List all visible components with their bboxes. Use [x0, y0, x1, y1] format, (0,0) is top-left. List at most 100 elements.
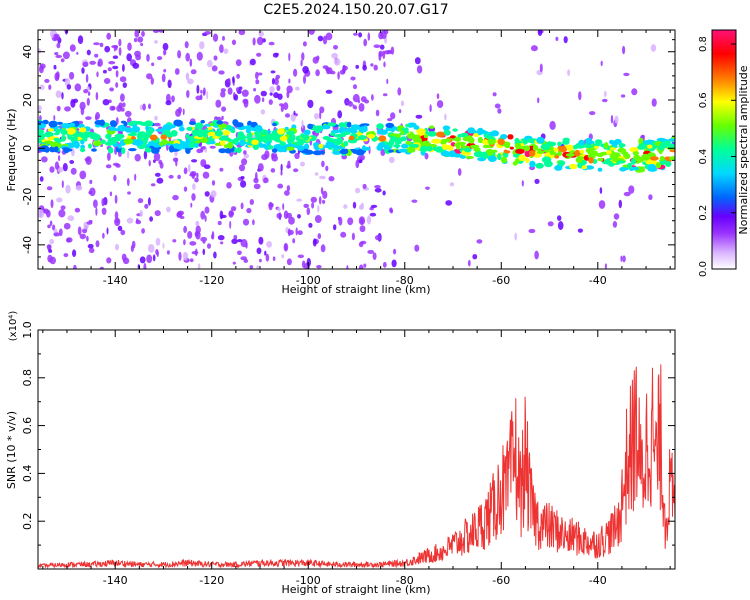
heatmap-cell: [487, 155, 497, 162]
heatmap-cell: [207, 131, 217, 137]
heatmap-cell: [210, 190, 217, 198]
heatmap-cell: [222, 130, 231, 136]
x-tick-label: -140: [103, 274, 128, 287]
heatmap-cell: [195, 95, 202, 101]
heatmap-cell: [383, 50, 391, 55]
heatmap-cell: [122, 257, 130, 265]
heatmap-cell: [56, 121, 63, 125]
heatmap-cell: [82, 61, 89, 67]
heatmap-cell: [394, 141, 402, 145]
heatmap-cell: [482, 139, 489, 146]
heatmap-cell: [210, 140, 216, 145]
heatmap-cell: [598, 200, 606, 209]
heatmap-cell: [647, 163, 656, 171]
x-tick-label: -80: [396, 574, 414, 587]
heatmap-cell: [58, 209, 66, 218]
heatmap-cell: [259, 258, 262, 263]
heatmap-cell: [162, 242, 165, 249]
heatmap-cell: [108, 126, 117, 131]
heatmap-cell: [530, 45, 538, 52]
heatmap-cell: [252, 219, 255, 226]
heatmap-cell: [641, 134, 645, 139]
heatmap-cell: [117, 124, 127, 132]
heatmap-cell: [597, 157, 604, 162]
colorbar-tick-label: 0.6: [698, 92, 709, 108]
heatmap-cell: [370, 63, 374, 67]
heatmap-cell: [600, 60, 603, 66]
heatmap-cell: [153, 152, 161, 162]
heatmap-cell: [557, 141, 562, 147]
heatmap-cell: [258, 236, 264, 245]
heatmap-cell: [276, 85, 281, 91]
heatmap-cell: [536, 136, 545, 144]
heatmap-cell: [340, 231, 347, 238]
heatmap-cell: [122, 102, 126, 108]
heatmap-cell: [536, 150, 545, 154]
heatmap-cell: [297, 254, 304, 259]
heatmap-cell: [53, 232, 61, 237]
heatmap-cell: [242, 218, 250, 226]
heatmap-cell: [69, 122, 76, 128]
heatmap-cell: [388, 140, 393, 148]
y-tick-label: -20: [21, 188, 34, 206]
colorbar-tick-label: 0.4: [698, 149, 709, 165]
heatmap-cell: [260, 90, 267, 97]
heatmap-cell: [566, 144, 574, 152]
heatmap-cell: [109, 87, 114, 92]
heatmap-cell: [200, 119, 205, 124]
heatmap-cell: [544, 160, 552, 165]
heatmap-cell: [184, 41, 189, 49]
heatmap-cell: [127, 191, 131, 195]
heatmap-cell: [482, 151, 488, 159]
heatmap-cell: [84, 157, 91, 162]
heatmap-cell: [237, 239, 243, 243]
heatmap-cell: [287, 139, 292, 144]
heatmap-cell: [622, 45, 626, 55]
heatmap-cell: [83, 135, 88, 142]
heatmap-cell: [319, 110, 322, 120]
heatmap-cell: [318, 196, 322, 205]
heatmap-cell: [497, 108, 502, 114]
heatmap-cell: [288, 216, 295, 225]
heatmap-cell: [202, 240, 206, 244]
heatmap-cell: [515, 148, 525, 154]
heatmap-cell: [373, 64, 378, 71]
heatmap-cell: [467, 259, 471, 267]
snr-y-multiplier: (x10⁴): [8, 311, 19, 342]
heatmap-cell: [108, 147, 114, 154]
heatmap-cell: [141, 30, 145, 37]
heatmap-cell: [631, 166, 640, 171]
heatmap-cell: [187, 78, 194, 85]
colorbar-tick-label: 0.0: [698, 261, 709, 277]
heatmap-cell: [172, 239, 177, 243]
heatmap-cell: [307, 99, 314, 109]
heatmap-cell: [185, 52, 190, 62]
heatmap-cell: [202, 248, 206, 255]
heatmap-cell: [56, 105, 61, 112]
heatmap-cell: [620, 94, 626, 98]
heatmap-cell: [79, 101, 86, 111]
heatmap-cell: [133, 121, 144, 125]
heatmap-cell: [436, 93, 440, 100]
heatmap-cell: [378, 135, 387, 142]
heatmap-cell: [117, 144, 122, 149]
heatmap-cell: [167, 79, 172, 89]
heatmap-cell: [562, 137, 570, 143]
heatmap-cell: [518, 154, 526, 161]
heatmap-cell: [360, 217, 364, 225]
heatmap-cell: [231, 238, 238, 244]
heatmap-cells: [38, 30, 675, 269]
heatmap-cell: [271, 148, 278, 153]
heatmap-cell: [189, 173, 196, 177]
heatmap-cell: [115, 219, 119, 223]
heatmap-cell: [107, 137, 118, 145]
heatmap-cell: [609, 147, 616, 151]
heatmap-cell: [549, 120, 556, 130]
heatmap-cell: [460, 132, 469, 138]
heatmap-cell: [338, 122, 346, 128]
heatmap-cell: [126, 178, 130, 186]
heatmap-cell: [154, 40, 158, 44]
heatmap-cell: [663, 140, 672, 145]
heatmap-cell: [361, 126, 368, 132]
y-tick-label: 20: [21, 93, 34, 107]
